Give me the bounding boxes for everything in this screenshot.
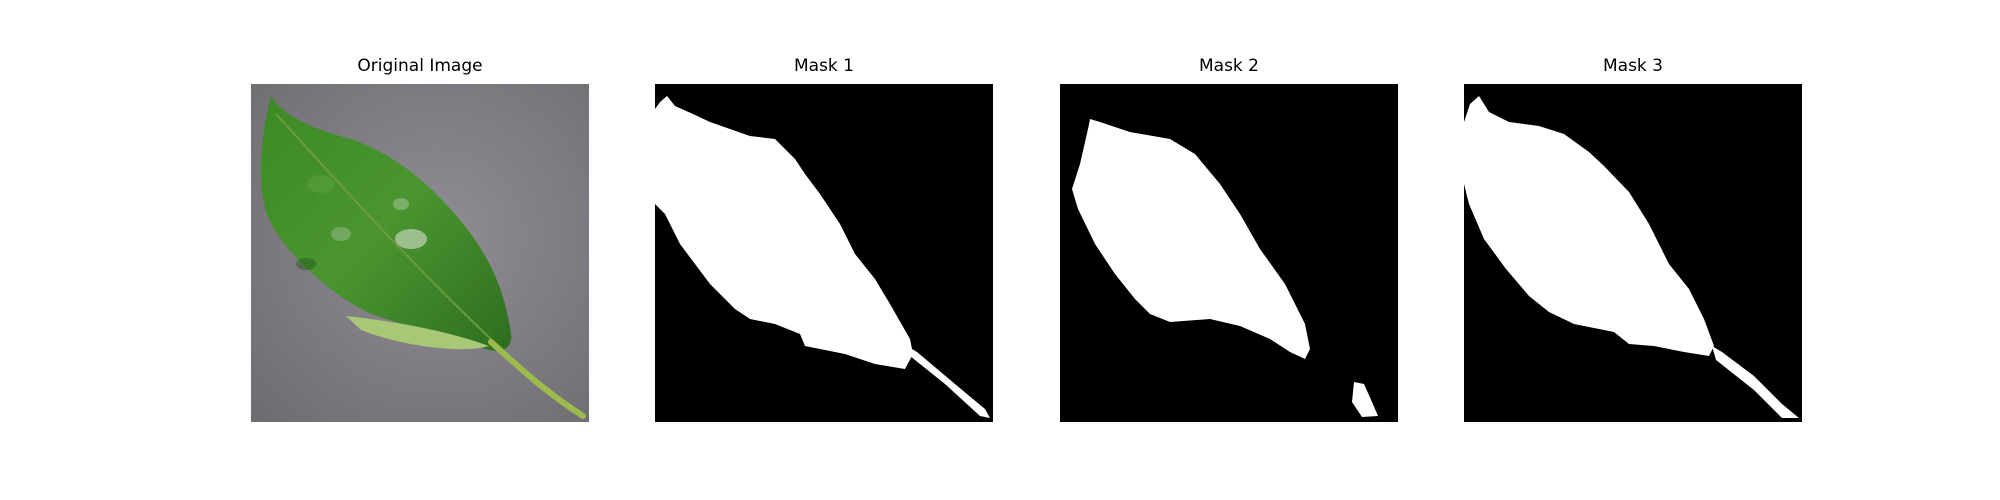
mask-1 [655,84,993,422]
mask-leaf-region [655,96,913,369]
mask-2-image [1060,84,1398,422]
mask-leaf-region [1464,96,1714,356]
panel-original-image: Original Image [251,56,589,422]
leaf-midrib [275,113,497,345]
panel-title-mask-2: Mask 2 [1198,56,1259,76]
mask-stem-fragment [1352,382,1378,417]
leaf-lesion [393,198,409,210]
leaf-lesion [395,229,427,249]
mask-stem-region [1712,346,1799,418]
leaf-photo [251,84,589,422]
panel-mask-1: Mask 1 [655,56,993,422]
leaf-highlight [307,175,335,193]
mask-3-image [1464,84,1802,422]
mask-1-image [655,84,993,422]
leaf-stem [488,339,586,419]
mask-stem-region [907,346,990,418]
leaf-shadow [296,258,316,270]
panel-title-mask-3: Mask 3 [1602,56,1663,76]
panel-title-original: Original Image [357,56,483,76]
mask-leaf-region [1072,119,1310,359]
original-image [251,84,589,422]
panel-title-mask-1: Mask 1 [793,56,854,76]
leaf-lower-lobe [346,316,489,350]
mask-3 [1464,84,1802,422]
mask-2 [1060,84,1398,422]
leaf-lesion [331,227,351,241]
leaf-blade [260,96,512,351]
panel-mask-2: Mask 2 [1060,56,1398,422]
panel-mask-3: Mask 3 [1464,56,1802,422]
